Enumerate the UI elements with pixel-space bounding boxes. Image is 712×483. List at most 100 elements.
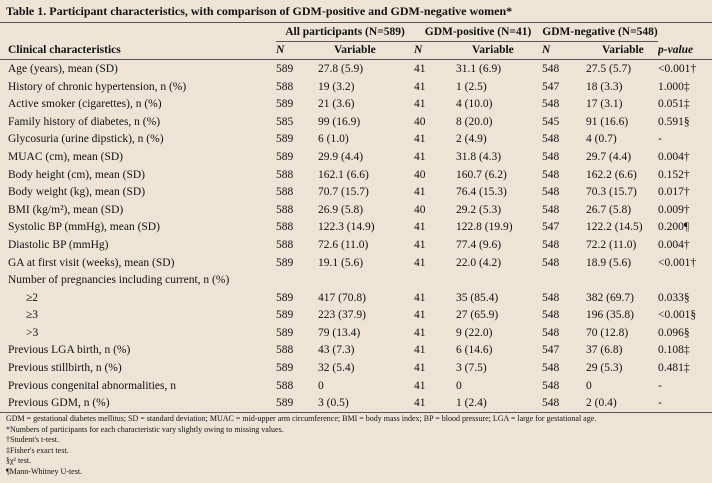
column-header: Clinical characteristics <box>0 41 276 61</box>
cell: 35 (85.4) <box>456 291 499 304</box>
table-row: Previous LGA birth, n (%) 588 43 (7.3) 41 6 … <box>0 342 712 360</box>
cell: 41 <box>414 62 426 75</box>
cell: 99 (16.9) <box>318 115 361 128</box>
cell: 40 <box>414 203 426 216</box>
cell: 18 (3.3) <box>586 80 623 93</box>
row-label: Number of pregnancies including current,… <box>8 274 230 287</box>
row-label: Family history of diabetes, n (%) <box>8 115 161 128</box>
table-row: GA at first visit (weeks), mean (SD) 589 1… <box>0 254 712 272</box>
cell: 548 <box>542 326 560 339</box>
table-row: ≥3 589 223 (37.9) 41 27 (65.9) 548 196 (35.8) <… <box>0 307 712 325</box>
cell <box>658 22 712 42</box>
column-header: N <box>542 41 575 61</box>
cell: 0.004† <box>658 238 690 251</box>
row-label: Previous stillbirth, n (%) <box>8 362 122 375</box>
cell: 18.9 (5.6) <box>586 256 632 269</box>
cell: 548 <box>542 150 560 163</box>
cell: 548 <box>542 186 560 199</box>
cell: 122.3 (14.9) <box>318 221 375 234</box>
cell: 41 <box>414 256 426 269</box>
cell: 8 (20.0) <box>456 115 493 128</box>
cell: 79 (13.4) <box>318 326 361 339</box>
row-label: Body weight (kg), mean (SD) <box>8 186 146 199</box>
cell: 31.8 (4.3) <box>456 150 502 163</box>
cell: 0.108‡ <box>658 344 690 357</box>
cell: 3 (0.5) <box>306 394 415 414</box>
table-row: Diastolic BP (mmHg) 588 72.6 (11.0) 41 77.4 … <box>0 236 712 254</box>
cell: 41 <box>414 186 426 199</box>
row-label: Glycosuria (urine dipstick), n (%) <box>8 133 164 146</box>
cell: 0.004† <box>658 150 690 163</box>
row-label: ≥2 <box>26 291 39 304</box>
table-row: Previous stillbirth, n (%) 589 32 (5.4) 41 3… <box>0 359 712 377</box>
row-label: History of chronic hypertension, n (%) <box>8 80 187 93</box>
row-label: MUAC (cm), mean (SD) <box>8 150 123 163</box>
cell: 0.051‡ <box>658 98 690 111</box>
cell: 19 (3.2) <box>318 80 355 93</box>
row-label: Previous LGA birth, n (%) <box>8 344 131 357</box>
cell <box>0 22 276 42</box>
cell: 0 <box>586 379 592 392</box>
column-header: Variable <box>306 41 415 61</box>
table-row: Age (years), mean (SD) 589 27.8 (5.9) 41 31.… <box>0 60 712 78</box>
cell: 0.033§ <box>658 291 690 304</box>
table: All participants (N=589) GDM-positive (N=… <box>0 22 712 414</box>
cell: 588 <box>276 344 294 357</box>
cell: 27.8 (5.9) <box>318 62 364 75</box>
cell: 70 (12.8) <box>586 326 629 339</box>
cell: 41 <box>414 238 426 251</box>
cell: 588 <box>276 186 294 199</box>
cell: 548 <box>542 256 560 269</box>
cell: 588 <box>276 203 294 216</box>
row-label: GA at first visit (weeks), mean (SD) <box>8 256 175 269</box>
cell: 41 <box>414 379 426 392</box>
footnote: GDM = gestational diabetes mellitus; SD … <box>6 414 597 423</box>
row-label: BMI (kg/m²), mean (SD) <box>8 203 124 216</box>
cell: 4 (10.0) <box>456 98 493 111</box>
row-label: >3 <box>26 326 39 339</box>
cell: 72.6 (11.0) <box>318 238 369 251</box>
cell: 588 <box>276 238 294 251</box>
cell: 1 (2.5) <box>456 80 487 93</box>
cell: 41 <box>414 362 426 375</box>
footnote: ‡Fisher's exact test. <box>6 445 69 455</box>
cell: 122.2 (14.5) <box>586 221 643 234</box>
cell: 29.9 (4.4) <box>318 150 364 163</box>
row-label: Age (years), mean (SD) <box>8 62 118 75</box>
cell: 41 <box>414 133 426 146</box>
row-label: Systolic BP (mmHg), mean (SD) <box>8 221 160 234</box>
cell: 547 <box>542 221 560 234</box>
cell: 41 <box>414 221 426 234</box>
column-header-row: Clinical characteristics N Variable N Variab… <box>0 41 712 61</box>
table-row: Glycosuria (urine dipstick), n (%) 589 6 (… <box>0 131 712 149</box>
cell: 6 (14.6) <box>456 344 493 357</box>
table-row: ≥2 589 417 (70.8) 41 35 (85.4) 548 382 (69.7) 0… <box>0 289 712 307</box>
cell: 41 <box>414 291 426 304</box>
cell: 76.4 (15.3) <box>456 186 507 199</box>
cell: 162.1 (6.6) <box>318 168 369 181</box>
group-header: GDM-positive (N=41) <box>414 22 543 42</box>
cell: 548 <box>542 133 560 146</box>
cell: 70.3 (15.7) <box>586 186 637 199</box>
cell: 77.4 (9.6) <box>456 238 502 251</box>
cell: 589 <box>276 362 294 375</box>
cell: 589 <box>276 133 294 146</box>
cell: 40 <box>414 168 426 181</box>
cell: 589 <box>276 256 294 269</box>
cell: 548 <box>542 394 575 414</box>
cell: 0.009† <box>658 203 690 216</box>
cell: 1.000‡ <box>658 80 690 93</box>
row-label: Previous congenital abnormalities, n <box>8 379 176 392</box>
cell: 1 (2.4) <box>444 394 543 414</box>
cell: 29.2 (5.3) <box>456 203 502 216</box>
cell: 589 <box>276 98 294 111</box>
cell: 223 (37.9) <box>318 309 366 322</box>
table-row: Previous congenital abnormalities, n 588 0… <box>0 377 712 395</box>
cell: 548 <box>542 362 560 375</box>
cell: 0.017† <box>658 186 690 199</box>
group-header: All participants (N=589) <box>276 22 415 42</box>
cell: 29.7 (4.4) <box>586 150 632 163</box>
cell: 2 (0.4) <box>574 394 659 414</box>
row-label: ≥3 <box>26 309 39 322</box>
